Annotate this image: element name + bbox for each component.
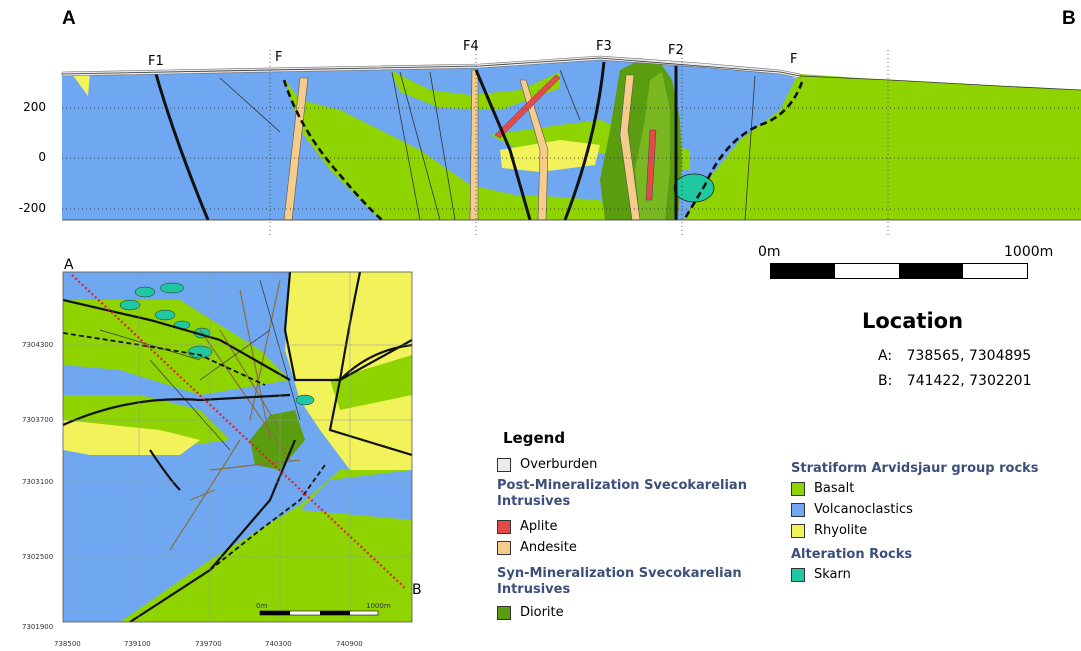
legend-item-aplite: Aplite [497, 519, 557, 534]
legend-item-andesite: Andesite [497, 540, 577, 555]
location-title: Location [862, 309, 964, 333]
cross-section [61, 50, 1081, 238]
location-value: 738565, 7304895 [906, 348, 1032, 364]
map-label-b: B [412, 582, 422, 598]
map-x-tick: 740900 [336, 640, 363, 648]
map-y-tick: 7303700 [22, 416, 54, 424]
location-key: B: [878, 373, 893, 389]
legend-label: Andesite [520, 540, 577, 555]
map-y-tick: 7302500 [22, 553, 54, 561]
legend-item-rhyolite: Rhyolite [791, 523, 867, 538]
legend-group-strat: Stratiform Arvidsjaur group rocks [791, 461, 1039, 476]
map-x-tick: 740300 [265, 640, 292, 648]
swatch-diorite [497, 605, 511, 620]
section-aplite-dike [645, 129, 657, 201]
map-label-a: A [64, 257, 74, 273]
fault-label-f4: F4 [463, 39, 479, 54]
legend-group-post: Post-Mineralization Svecokarelian Intrus… [497, 478, 747, 509]
map-x-tick: 739100 [124, 640, 151, 648]
legend-item-skarn: Skarn [791, 567, 851, 582]
fault-label-f2: F2 [668, 43, 684, 58]
scale-end-label: 1000m [1004, 244, 1054, 260]
swatch-volcanoclastics [791, 502, 805, 517]
section-corner-b: B [1062, 8, 1076, 29]
swatch-andesite [497, 540, 511, 555]
location-row-a: A: 738565, 7304895 [878, 348, 1031, 364]
fault-label-f-east: F [790, 52, 798, 67]
map-x-tick: 739700 [195, 640, 222, 648]
fault-label-f: F [275, 50, 283, 65]
legend-label: Diorite [520, 605, 564, 620]
legend-label: Skarn [814, 567, 851, 582]
fault-label-f3: F3 [596, 39, 612, 54]
section-basalt-bottom [440, 195, 620, 220]
location-key: A: [878, 348, 893, 364]
map-y-tick: 7301900 [22, 623, 54, 631]
section-rhyolite-west [72, 74, 90, 96]
section-aplite-dike [494, 74, 561, 139]
section-basalt-upper [390, 70, 560, 110]
section-y-tick: 200 [23, 100, 46, 114]
swatch-basalt [791, 481, 805, 496]
swatch-rhyolite [791, 523, 805, 538]
location-value: 741422, 7302201 [906, 373, 1032, 389]
section-y-tick: 0 [38, 150, 46, 164]
legend-title: Legend [503, 429, 566, 447]
map-x-tick: 738500 [54, 640, 81, 648]
map-y-tick: 7304300 [22, 341, 54, 349]
legend-label: Basalt [814, 481, 855, 496]
map-y-tick: 7303100 [22, 478, 54, 486]
map-scale-start: 0m [256, 602, 268, 610]
scale-bar [770, 263, 1028, 279]
section-basalt-west [285, 80, 570, 220]
map-scale-end: 1000m [366, 602, 391, 610]
legend-item-basalt: Basalt [791, 481, 854, 496]
location-row-b: B: 741422, 7302201 [878, 373, 1031, 389]
legend-item-volcanoclastics: Volcanoclastics [791, 502, 913, 517]
swatch-aplite [497, 519, 511, 534]
legend-label: Aplite [520, 519, 558, 534]
legend-group-syn: Syn-Mineralization Svecokarelian Intrusi… [497, 566, 742, 597]
legend-item-overburden: Overburden [497, 457, 597, 472]
swatch-skarn [791, 567, 805, 582]
section-rhyolite [500, 140, 600, 172]
section-y-tick: -200 [18, 201, 46, 215]
fault-label-f1: F1 [148, 54, 164, 69]
legend-group-alt: Alteration Rocks [791, 547, 913, 562]
legend-label: Rhyolite [814, 523, 868, 538]
scale-start-label: 0m [758, 244, 781, 260]
legend-label: Volcanoclastics [814, 502, 913, 517]
legend-label: Overburden [520, 457, 598, 472]
section-corner-a: A [62, 8, 76, 29]
legend-item-diorite: Diorite [497, 605, 564, 620]
swatch-overburden [497, 457, 511, 472]
